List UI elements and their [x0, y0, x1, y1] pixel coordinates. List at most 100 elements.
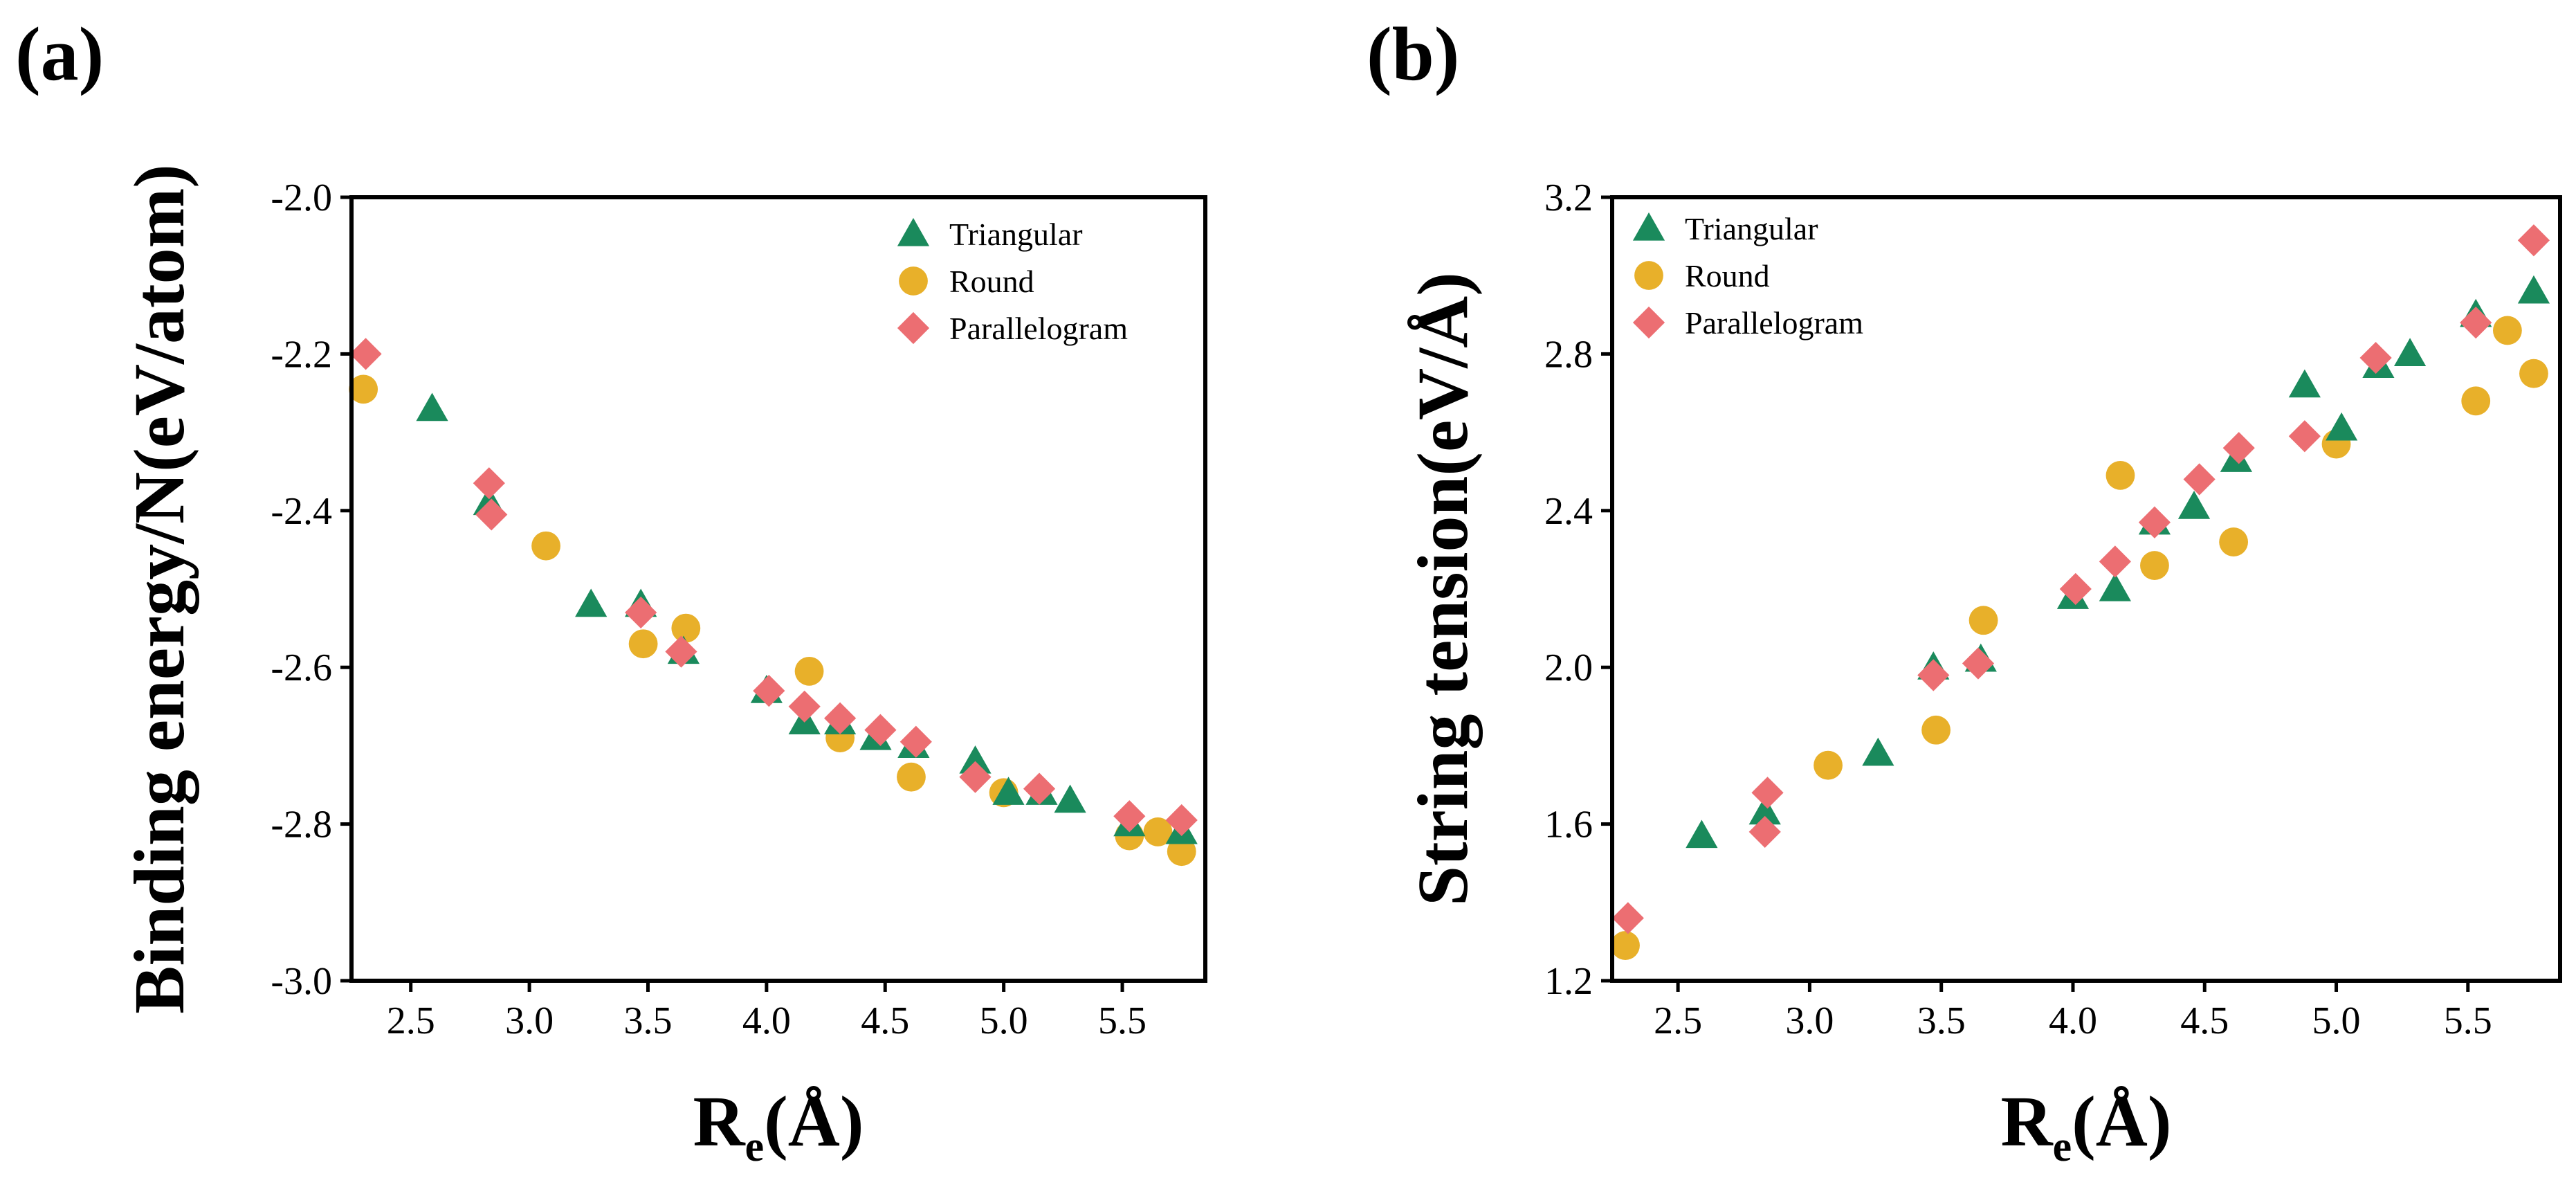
data-point-parallelogram [1113, 800, 1146, 833]
data-point-parallelogram [2359, 341, 2392, 374]
y-tick-label: -2.2 [271, 333, 332, 376]
panel-a-x-axis-title-main: R [693, 1082, 746, 1161]
data-point-triangular [1862, 737, 1894, 766]
data-point-parallelogram [824, 702, 857, 734]
data-point-round [1968, 606, 1998, 635]
data-point-round [794, 656, 824, 686]
data-point-parallelogram [899, 725, 932, 758]
data-point-parallelogram [864, 714, 897, 746]
data-point-round [1611, 931, 1640, 960]
data-point-triangular [2099, 572, 2131, 601]
y-tick-label: 3.2 [1544, 176, 1593, 219]
legend-marker-round [899, 266, 928, 296]
data-point-parallelogram [473, 467, 505, 500]
data-point-parallelogram [1023, 772, 1056, 805]
data-point-triangular [2177, 491, 2211, 519]
data-point-parallelogram [2460, 307, 2492, 339]
data-point-parallelogram [788, 690, 821, 723]
data-point-round [1921, 715, 1951, 745]
data-point-parallelogram [2517, 224, 2550, 257]
panel-a-x-axis-title-unit: (Å) [764, 1082, 864, 1161]
x-tick-label: 5.5 [1098, 999, 1147, 1042]
data-point-parallelogram [2183, 463, 2216, 496]
data-point-triangular [1748, 796, 1781, 825]
x-tick-label: 3.0 [1785, 999, 1834, 1042]
panel-b-x-axis-title-unit: (Å) [2072, 1082, 2171, 1161]
data-point-round [2461, 386, 2491, 416]
data-point-parallelogram [1917, 659, 1950, 691]
legend-marker-triangular [897, 217, 930, 246]
data-point-triangular [2326, 412, 2358, 441]
legend-label-round: Round [1685, 258, 1770, 293]
data-point-triangular [1686, 819, 1718, 849]
panel-a-label: (a) [15, 12, 104, 96]
data-point-parallelogram [2059, 572, 2092, 606]
data-point-triangular [2517, 275, 2550, 304]
data-point-parallelogram [2222, 432, 2255, 464]
data-point-parallelogram [1611, 902, 1644, 934]
legend-marker-parallelogram [1632, 306, 1665, 339]
data-point-parallelogram [1748, 815, 1781, 849]
data-point-triangular [2288, 369, 2321, 398]
panel-a-markers [349, 338, 1198, 867]
data-point-parallelogram [349, 338, 382, 370]
data-point-triangular [416, 392, 448, 422]
data-point-round [628, 629, 658, 659]
data-point-round [1814, 750, 1843, 780]
x-tick-label: 4.5 [861, 999, 909, 1042]
y-tick-label: 2.0 [1544, 646, 1593, 689]
panel-b-x-axis-title-main: R [2000, 1082, 2054, 1161]
data-point-parallelogram [475, 498, 508, 531]
legend-label-round: Round [949, 264, 1034, 299]
legend-marker-round [1634, 261, 1663, 290]
data-point-triangular [575, 588, 608, 617]
y-tick-label: 2.4 [1544, 490, 1593, 533]
x-tick-label: 3.5 [623, 999, 672, 1042]
legend-marker-parallelogram [897, 311, 930, 345]
x-tick-label: 4.0 [742, 999, 791, 1042]
data-point-triangular [992, 777, 1025, 805]
x-tick-label: 5.0 [980, 999, 1028, 1042]
y-tick-label: -2.4 [271, 490, 332, 533]
data-point-round [1143, 817, 1173, 846]
x-tick-label: 4.5 [2180, 999, 2229, 1042]
data-point-round [897, 762, 926, 792]
data-point-parallelogram [1751, 777, 1784, 809]
panel-a-x-axis-title: Re(Å) [693, 1082, 864, 1170]
panel-b-markers [1611, 224, 2550, 960]
x-tick-label: 3.0 [505, 999, 554, 1042]
data-point-round [2519, 359, 2548, 388]
panel-b-label: (b) [1367, 12, 1459, 96]
data-point-triangular [1054, 784, 1086, 813]
data-point-parallelogram [753, 675, 785, 707]
data-point-parallelogram [1165, 804, 1198, 837]
panel-b-legend: Triangular Round Parallelogram [1632, 211, 1863, 341]
data-point-round [2492, 316, 2522, 345]
data-point-triangular [959, 745, 992, 774]
panel-a-y-axis-title: Binding energy/N(eV/atom) [120, 164, 199, 1014]
data-point-round [2105, 460, 2135, 490]
data-point-parallelogram [959, 761, 992, 793]
x-tick-label: 5.0 [2312, 999, 2361, 1042]
panel-b-ticks: 2.5 3.0 3.5 4.0 4.5 5.0 5.5 1.2 1.6 2.0 2.4 2.8 3.2 [1544, 176, 2492, 1042]
legend-label-triangular: Triangular [1685, 211, 1818, 246]
x-tick-label: 2.5 [1654, 999, 1702, 1042]
data-point-parallelogram [625, 596, 657, 629]
data-point-round [2219, 527, 2249, 556]
y-tick-label: -2.8 [271, 804, 332, 846]
panel-b-x-axis-title-sub: e [2053, 1123, 2072, 1170]
data-point-parallelogram [2099, 545, 2131, 578]
x-tick-label: 4.0 [2049, 999, 2097, 1042]
y-tick-label: -2.0 [271, 176, 332, 219]
legend-label-triangular: Triangular [949, 217, 1083, 252]
panel-b-plot-frame [1610, 195, 2562, 983]
data-point-parallelogram [1962, 647, 1995, 680]
data-point-round [671, 613, 701, 643]
data-point-round [2140, 551, 2169, 580]
legend-label-parallelogram: Parallelogram [949, 311, 1128, 346]
data-point-round [349, 374, 378, 404]
panel-b-y-axis-title: String tension(eV/Å) [1403, 272, 1483, 906]
data-point-round [531, 531, 560, 561]
x-tick-label: 3.5 [1917, 999, 1966, 1042]
